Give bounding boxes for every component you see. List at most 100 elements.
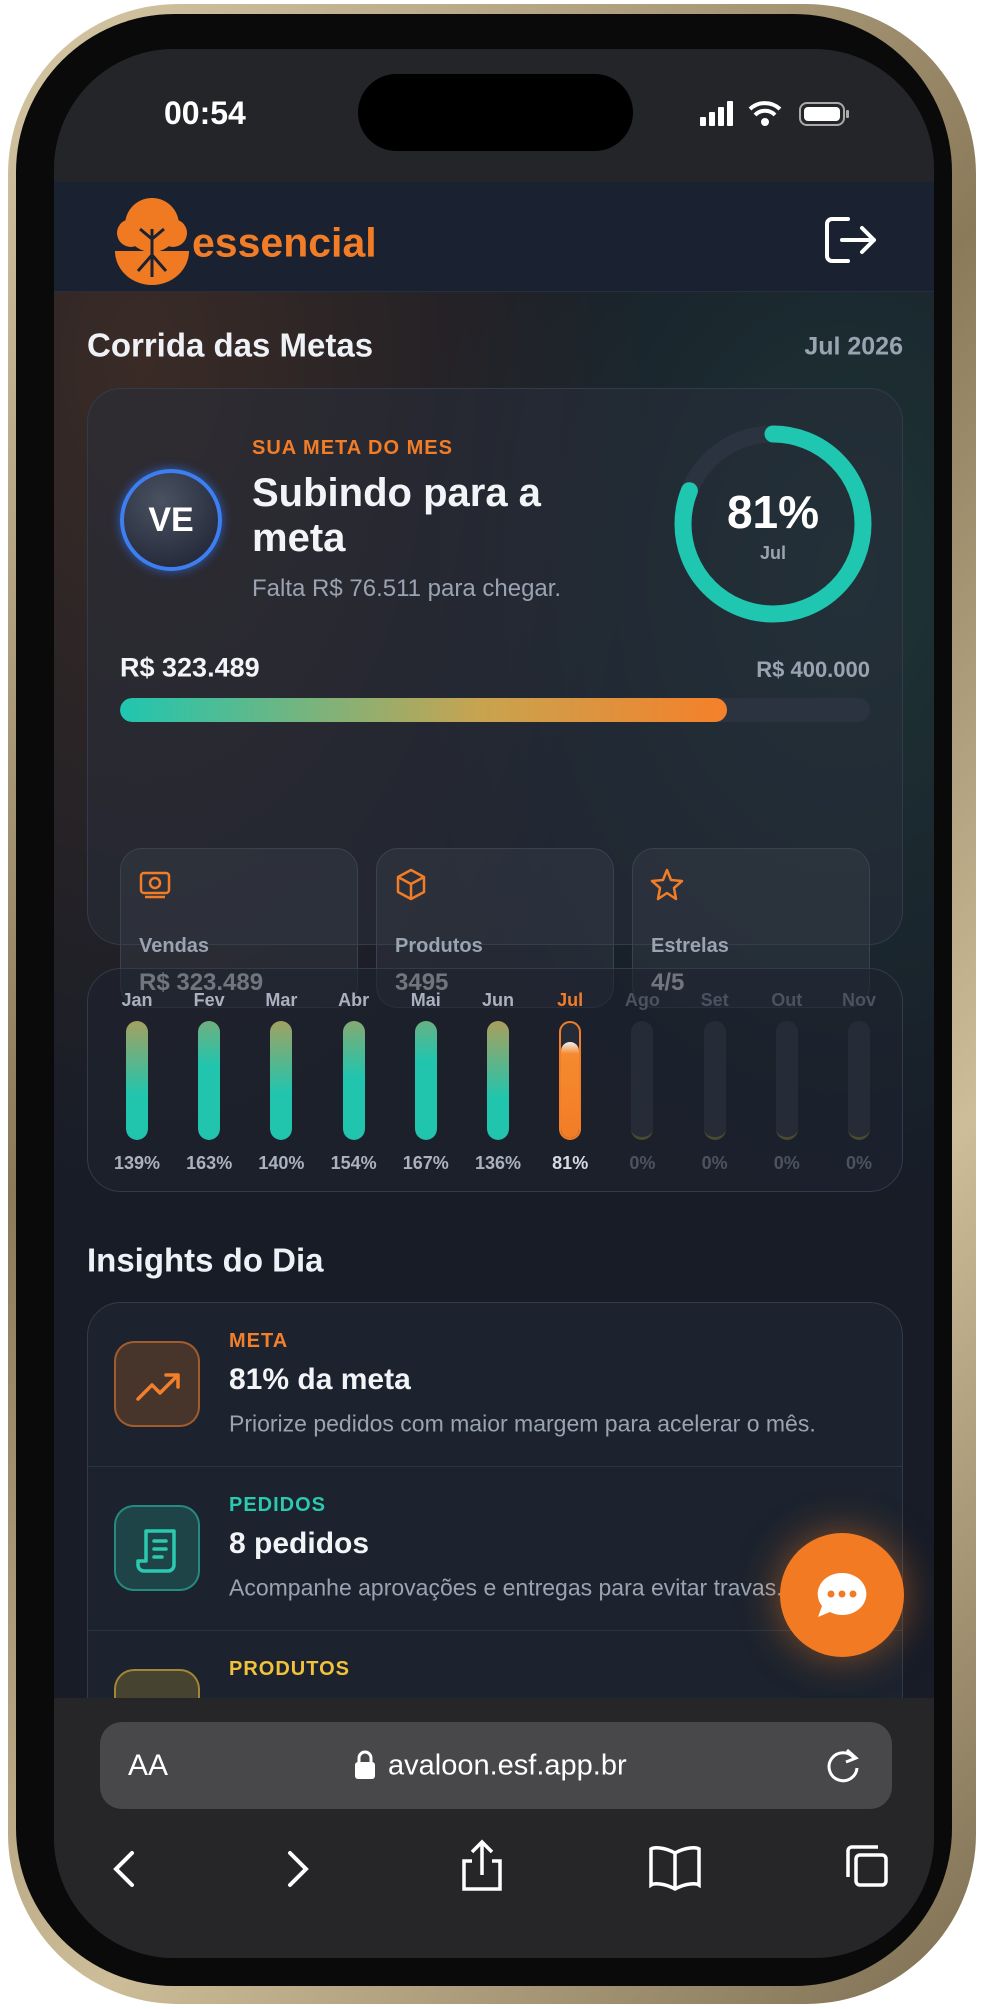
month-track: [848, 1021, 870, 1140]
month-bar: [487, 1021, 509, 1140]
address-bar[interactable]: [100, 1722, 892, 1809]
main-content: Corrida das Metas Jul 2026 VE SUA META D…: [54, 292, 934, 1698]
month-value-label: 0%: [773, 1153, 800, 1173]
logout-button[interactable]: [824, 215, 878, 265]
logo[interactable]: [109, 195, 195, 287]
insight-row: META 81% da meta Priorize pedidos com maio…: [88, 1303, 902, 1467]
month-label: Jun: [481, 990, 514, 1010]
month-track: [559, 1021, 582, 1140]
text-size-button[interactable]: AA: [128, 1749, 169, 1782]
avatar[interactable]: [120, 469, 222, 571]
insight-icon: [114, 1341, 200, 1427]
month-value-label: 140%: [258, 1153, 305, 1173]
insight-tag: PRODUTOS: [229, 1658, 350, 1680]
month-bar: [561, 1041, 580, 1138]
stat-label: Vendas: [139, 935, 210, 957]
month-label: Mar: [265, 990, 298, 1010]
month-value-label: 81%: [552, 1153, 589, 1173]
month-value-label: 139%: [113, 1153, 161, 1173]
insights-title: Insights do Dia: [87, 1241, 324, 1279]
progress-track: [120, 698, 870, 722]
avatar-initials: VE: [148, 501, 194, 539]
goal-ring: 81% Jul: [674, 425, 872, 623]
dynamic-island: [358, 74, 633, 151]
month-label: Nov: [841, 990, 876, 1010]
insight-icon: [114, 1505, 200, 1591]
month-bar: [414, 1021, 437, 1140]
progress-value: R$ 323.489: [120, 652, 260, 683]
stat-icon: [650, 868, 684, 901]
insight-row: PEDIDOS 8 pedidos Acompanhe aprovações e e…: [88, 1467, 902, 1631]
toolbar-icons: [113, 1839, 888, 1891]
month-track: [198, 1021, 221, 1140]
month-track: [775, 1021, 798, 1140]
time: 00:54: [164, 95, 246, 131]
ring-label: 81%: [727, 486, 819, 538]
url: avaloon.esf.app.br: [388, 1749, 627, 1782]
eyebrow: SUA META DO MES: [252, 437, 453, 459]
month-value-label: 136%: [474, 1153, 522, 1173]
month-bar: [198, 1021, 221, 1140]
month-label: Set: [700, 990, 729, 1010]
period: Jul 2026: [804, 332, 903, 361]
progress-fill: [120, 698, 727, 722]
share-button[interactable]: [462, 1839, 502, 1891]
screen: 00:54 essencial Corrida das Metas Jul 20…: [54, 49, 934, 1958]
insight-icon-glyph: [136, 1373, 180, 1401]
tabs-button[interactable]: [846, 1845, 888, 1887]
month-value-label: 0%: [701, 1153, 728, 1173]
insight-icon: [114, 1669, 200, 1698]
month-label: Fev: [193, 990, 225, 1010]
month-bar: [270, 1021, 293, 1140]
month-label: Mai: [410, 990, 441, 1010]
insight-icon-glyph: [136, 1529, 176, 1573]
lock-icon: [355, 1750, 375, 1779]
month-value-label: 0%: [629, 1153, 656, 1173]
ring-progress: [674, 425, 872, 623]
insight-tag: PEDIDOS: [229, 1494, 327, 1516]
month-value-label: 0%: [845, 1153, 872, 1173]
chat-icon: [817, 1572, 867, 1617]
back-button[interactable]: [113, 1851, 134, 1887]
section-title: Corrida das Metas: [87, 326, 374, 364]
insight-title: 81% da meta: [229, 1363, 411, 1396]
month-label: Abr: [338, 990, 370, 1010]
month-track: [342, 1021, 365, 1140]
ring-caption: Jul: [760, 543, 786, 563]
months-card: Jan 139% Fev 163% Mar 140% Abr 154% Mai 167% Jun 13…: [87, 968, 903, 1192]
status-icons: [700, 101, 849, 126]
month-track: [270, 1021, 293, 1140]
insight-title: 8 pedidos: [229, 1527, 370, 1560]
insight-tag: META: [229, 1330, 289, 1352]
month-value-label: 163%: [186, 1153, 233, 1173]
month-label: Jul: [557, 990, 584, 1010]
goal-card: VE SUA META DO MES Subindo para a meta F…: [87, 388, 903, 1008]
goal-subtitle: Falta R$ 76.511 para chegar.: [252, 575, 562, 602]
brand-name: essencial: [192, 219, 377, 266]
month-track: [414, 1021, 437, 1140]
insight-row: PRODUTOS: [88, 1631, 902, 1698]
insight-icon-glyph: [116, 1671, 200, 1698]
bookmarks-button[interactable]: [649, 1846, 701, 1891]
progress-target: R$ 400.000: [756, 657, 870, 682]
month-track: [703, 1021, 726, 1140]
reload-button[interactable]: [823, 1746, 863, 1786]
app-header: [54, 182, 934, 292]
stat-icon: [396, 868, 426, 901]
month-value-label: 167%: [402, 1153, 449, 1173]
month-label: Jan: [121, 990, 153, 1010]
goal-title: Subindo para a meta: [252, 471, 541, 560]
insights-card: META 81% da meta Priorize pedidos com maio…: [87, 1302, 903, 1698]
chat-button[interactable]: [780, 1533, 904, 1657]
month-value-label: 154%: [330, 1153, 377, 1173]
stat-label: Estrelas: [651, 935, 729, 957]
stat-label: Produtos: [395, 935, 483, 957]
month-track: [126, 1021, 148, 1140]
month-bar: [126, 1021, 148, 1140]
forward-button[interactable]: [288, 1851, 309, 1887]
month-track: [487, 1021, 509, 1140]
month-bar: [342, 1021, 365, 1140]
insight-text: Priorize pedidos com maior margem para a…: [229, 1410, 816, 1437]
month-label: Ago: [624, 990, 660, 1010]
